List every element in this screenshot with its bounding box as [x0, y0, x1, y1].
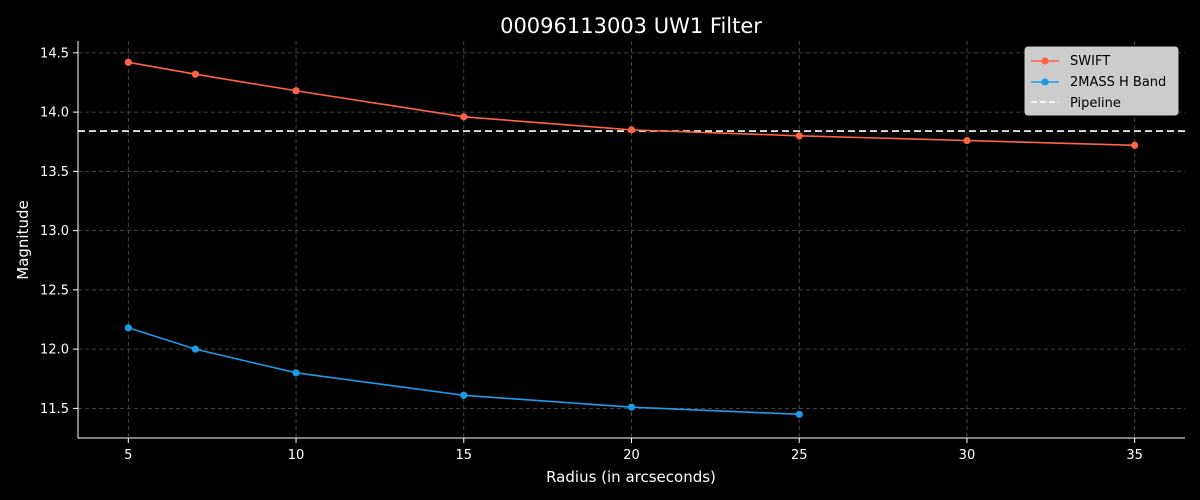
- grid: [78, 41, 1185, 438]
- series-line-swift: [128, 61, 1135, 147]
- x-tick-label: 5: [124, 448, 132, 463]
- y-tick-label: 14.0: [40, 106, 69, 121]
- x-tick-label: 25: [791, 448, 808, 463]
- legend-label-pipeline: Pipeline: [1070, 96, 1121, 111]
- data-point-2mass-h-band: [292, 369, 300, 377]
- x-tick-label: 35: [1126, 448, 1143, 463]
- series-2mass-h-band: [124, 324, 803, 418]
- legend-marker-2mass: [1041, 78, 1049, 86]
- data-point-2mass-h-band: [460, 391, 468, 399]
- legend: SWIFT 2MASS H Band Pipeline: [1024, 46, 1179, 116]
- legend-marker-swift: [1041, 57, 1049, 65]
- y-tick-label: 14.5: [40, 46, 69, 61]
- y-tick-label: 11.5: [40, 402, 69, 417]
- data-point-swift: [795, 132, 803, 140]
- legend-box: [1024, 46, 1179, 116]
- legend-label-swift: SWIFT: [1070, 54, 1110, 69]
- data-point-2mass-h-band: [124, 324, 132, 332]
- x-ticks: 5 10 15 20 25 30 35: [124, 438, 1143, 463]
- legend-label-2mass: 2MASS H Band: [1070, 75, 1166, 90]
- y-tick-label: 12.5: [40, 283, 69, 298]
- x-tick-label: 15: [455, 448, 472, 463]
- y-tick-label: 12.0: [40, 343, 69, 358]
- data-point-swift: [292, 87, 300, 95]
- x-axis-label: Radius (in arcseconds): [546, 468, 716, 486]
- y-tick-label: 13.5: [40, 165, 69, 180]
- data-point-swift: [1131, 141, 1139, 149]
- data-point-2mass-h-band: [627, 403, 636, 411]
- chart-title: 00096113003 UW1 Filter: [500, 14, 762, 38]
- series-swift: [124, 58, 1139, 149]
- series-group: [124, 58, 1139, 418]
- y-ticks: 11.5 12.0 12.5 13.0 13.5 14.0 14.5: [40, 46, 78, 417]
- data-point-swift: [963, 136, 971, 145]
- y-axis-label: Magnitude: [14, 200, 32, 279]
- x-tick-label: 30: [959, 448, 976, 463]
- data-point-2mass-h-band: [795, 410, 803, 418]
- x-tick-label: 10: [288, 448, 305, 463]
- data-point-swift: [191, 70, 200, 78]
- data-point-swift: [460, 113, 468, 121]
- x-tick-label: 20: [623, 448, 640, 463]
- data-point-swift: [627, 126, 636, 134]
- data-point-swift: [124, 58, 132, 66]
- y-tick-label: 13.0: [40, 224, 69, 239]
- data-point-2mass-h-band: [191, 345, 200, 353]
- series-line-2mass-h-band: [128, 327, 800, 416]
